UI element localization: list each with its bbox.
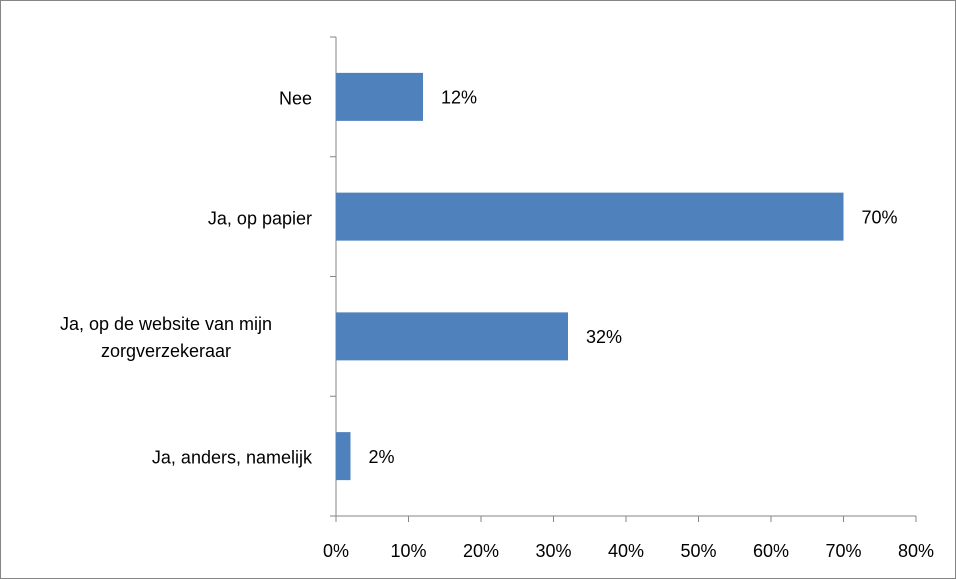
y-tick-label: Nee <box>278 88 312 109</box>
x-tick-label: 40% <box>608 541 644 561</box>
data-label: 12% <box>441 88 477 108</box>
x-tick-label: 0% <box>323 541 349 561</box>
y-tick-label-box: Ja, anders, namelijk <box>12 445 312 472</box>
y-tick-label: Ja, op de website van mijn zorgverzekera… <box>59 314 273 362</box>
y-tick-label-box: Nee <box>12 85 312 112</box>
bar <box>336 312 568 361</box>
data-label: 2% <box>369 447 395 467</box>
x-tick-label: 70% <box>825 541 861 561</box>
y-tick-label-box: Ja, op de website van mijn zorgverzekera… <box>12 311 312 365</box>
y-tick-label-box: Ja, op papier <box>12 205 312 232</box>
x-tick-label: 50% <box>680 541 716 561</box>
x-tick-label: 20% <box>463 541 499 561</box>
x-tick-label: 10% <box>390 541 426 561</box>
y-tick-label: Ja, op papier <box>207 208 312 229</box>
bar <box>336 72 423 121</box>
y-tick-label: Ja, anders, namelijk <box>151 447 312 468</box>
x-tick-label: 80% <box>898 541 934 561</box>
data-label: 70% <box>862 207 898 227</box>
x-tick-label: 30% <box>535 541 571 561</box>
x-tick-label: 60% <box>753 541 789 561</box>
bar <box>336 432 351 481</box>
data-label: 32% <box>586 327 622 347</box>
bar <box>336 192 844 241</box>
